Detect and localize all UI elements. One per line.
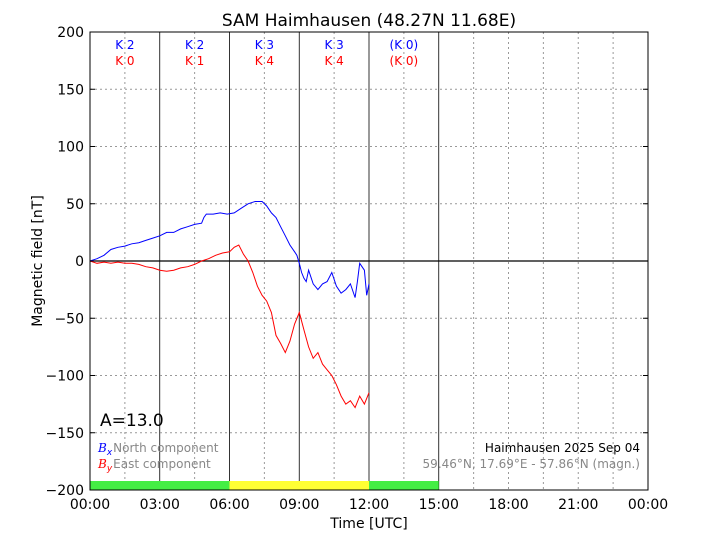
k-index-north: K 2 [115,38,134,52]
x-axis-label: Time [UTC] [329,516,407,532]
x-tick-label: 12:00 [349,497,389,513]
y-tick-labels: 200 150 100 50 0 −50 −100 −150 −200 [46,25,648,499]
x-tick-label: 06:00 [209,497,249,513]
legend-symbol: B [97,441,107,455]
y-axis-label: Magnetic field [nT] [30,195,46,327]
y-tick-label: −50 [54,311,84,327]
activity-status-bar [90,481,439,490]
y-tick-label: 0 [75,254,84,270]
legend-text: North component [113,441,219,455]
x-tick-label: 00:00 [70,497,110,513]
chart-title: SAM Haimhausen (48.27N 11.68E) [222,11,516,31]
legend-entry: BxNorth component [97,441,219,458]
k-index-east: K 4 [324,54,343,68]
y-tick-label: 150 [57,82,84,98]
legend-subscript: x [106,448,113,458]
a-index-label: A=13.0 [100,411,164,431]
x-tick-label: 18:00 [488,497,528,513]
k-index-east: (K 0) [390,54,419,68]
k-index-east: K 4 [255,54,274,68]
y-tick-label: 100 [57,140,84,156]
k-index-east: K 1 [185,54,204,68]
y-tick-label: −100 [46,369,84,385]
y-tick-label: −150 [46,426,84,442]
y-tick-label: 50 [66,197,84,213]
status-segment [229,481,369,490]
grid-lines [90,32,648,490]
k-index-labels: K 2 K 0 K 2 K 1 K 3 K 4 K 3 K 4 (K 0) (K 0) [115,38,418,68]
x-tick-label: 21:00 [558,497,598,513]
series-line-north-component [89,201,370,298]
legend-text: East component [113,457,211,471]
series-line-east-component [89,244,370,409]
x-tick-labels: 00:00 03:00 06:00 09:00 12:00 15:00 18:00 21:00… [70,497,668,513]
legend-entry: ByEast component [97,457,211,474]
x-tick-label: 03:00 [140,497,180,513]
legend-symbol: B [97,457,107,471]
x-tick-label: 15:00 [419,497,459,513]
status-segment [369,481,439,490]
y-tick-label: 200 [57,25,84,41]
legend-subscript: y [106,464,113,474]
k-index-north: K 3 [255,38,274,52]
x-tick-label: 09:00 [279,497,319,513]
k-index-north: (K 0) [390,38,419,52]
k-index-north: K 3 [324,38,343,52]
series-lines [89,201,370,409]
k-index-east: K 0 [115,54,134,68]
station-date-label: Haimhausen 2025 Sep 04 [485,441,640,455]
k-index-north: K 2 [185,38,204,52]
status-segment [90,481,230,490]
x-tick-label: 00:00 [628,497,668,513]
coordinates-label: 59.46°N, 17.69°E - 57.86°N (magn.) [423,457,640,471]
y-tick-label: −200 [46,483,84,499]
